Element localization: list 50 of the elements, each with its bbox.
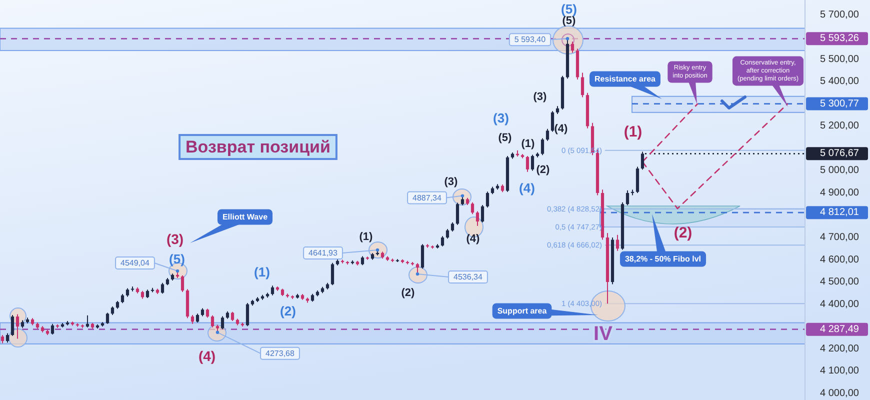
annotation: (2) [280, 304, 296, 318]
annotation: 4641,93 [308, 248, 338, 258]
y-tick-label: 4 500,00 [820, 276, 860, 288]
annotation: (5) [498, 132, 512, 144]
y-tick-label: 5 500,00 [820, 54, 860, 65]
y-tick-label: 5 000,00 [820, 165, 860, 176]
annotation: (2) [401, 287, 416, 299]
annotation: (5) [562, 15, 576, 27]
y-tick-label: 4 900,00 [820, 187, 860, 198]
y-tick-label: 5 400,00 [820, 76, 860, 88]
ref-line-label: 4 812,01 [820, 207, 860, 218]
annotation: (4) [466, 233, 480, 245]
annotation: Elliott Wave [222, 212, 268, 222]
y-tick-label: 5 700,00 [820, 9, 860, 20]
ref-line-label: 5 593,26 [820, 33, 860, 44]
annotation: (2) [536, 164, 550, 176]
annotation: (2) [674, 224, 692, 242]
y-tick-label: 5 200,00 [820, 120, 860, 132]
annotation: (4) [198, 348, 216, 364]
annotation: 5 593,40 [514, 35, 546, 44]
annotation: (1) [254, 264, 270, 280]
ref-line-label: 4 287,49 [820, 324, 860, 335]
annotation: (3) [166, 231, 184, 247]
y-tick-label: 4 100,00 [820, 366, 860, 377]
y-tick-label: 4 200,00 [820, 343, 860, 354]
annotation: (1) [521, 138, 536, 150]
y-tick-label: 4 400,00 [820, 298, 860, 310]
annotation: 4536,34 [454, 272, 484, 282]
annotation: (1) [624, 124, 642, 140]
annotation: (1) [359, 231, 374, 243]
annotation: (3) [493, 110, 509, 126]
annotation: (3) [533, 91, 548, 103]
ref-line-label: 5 300,77 [820, 98, 860, 110]
y-tick-label: 4 600,00 [820, 254, 860, 266]
annotation: (4) [554, 123, 568, 135]
ref-line-label: 5 076,67 [820, 148, 860, 160]
y-tick-label: 4 000,00 [820, 388, 860, 399]
annotation: 4549,04 [120, 258, 150, 268]
y-tick-label: 4 700,00 [820, 232, 860, 244]
text: Возврат позиций [186, 138, 330, 156]
annotation: Support area [497, 306, 548, 316]
annotation: (3) [444, 176, 458, 188]
annotation: (5) [169, 252, 185, 266]
band-label: 38,2% - 50% Fibo lvl [624, 254, 702, 264]
annotation: 4273,68 [266, 348, 296, 358]
annotation: (5) [561, 2, 577, 16]
annotation: IV [594, 323, 614, 345]
band-label: Resistance area [594, 74, 656, 84]
annotation: 4887,34 [412, 193, 442, 202]
annotation: (4) [519, 180, 535, 196]
